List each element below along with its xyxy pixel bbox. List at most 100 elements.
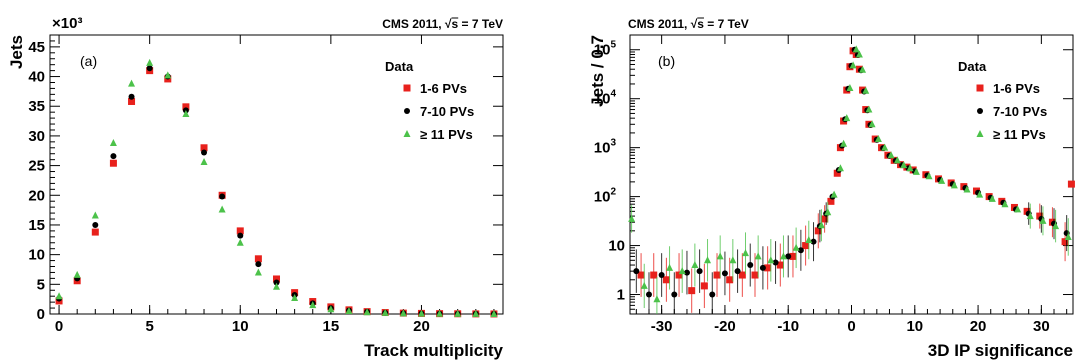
x-tick-label-b-6: 30 <box>1033 318 1050 335</box>
data-point-a-2-1 <box>73 270 81 278</box>
data-point-b-0-15 <box>814 227 822 235</box>
panel-label-a: (a) <box>80 53 97 69</box>
data-point-b-0-17 <box>827 197 835 205</box>
data-point-a-1-2 <box>92 221 99 228</box>
data-point-b-2-17 <box>830 190 838 198</box>
header-a: CMS 2011, √s = 7 TeV <box>382 17 503 31</box>
legend-label-b-1: 7-10 PVs <box>993 104 1047 119</box>
data-point-a-2-13 <box>291 293 299 301</box>
data-point-b-2-5 <box>691 261 699 269</box>
y-tick-label-a-4: 20 <box>28 187 45 204</box>
data-point-a-1-9 <box>219 193 226 200</box>
data-point-a-2-14 <box>309 301 317 309</box>
data-point-b-0-47 <box>1061 238 1069 246</box>
y-tick-label-a-5: 25 <box>28 158 45 175</box>
data-point-b-2-36 <box>925 172 933 180</box>
data-point-a-1-11 <box>255 261 262 268</box>
data-point-b-2-16 <box>824 208 832 216</box>
y-tick-label-b-4: 104 <box>594 89 617 108</box>
data-point-b-2-2 <box>653 295 661 303</box>
x-tick-label-b-2: -10 <box>777 318 799 335</box>
data-point-b-0-8 <box>726 276 734 284</box>
data-point-b-0-1 <box>637 271 645 279</box>
y-tick-label-b-0: 1 <box>617 287 625 304</box>
data-point-a-0-12 <box>273 275 280 283</box>
legend-label-b-0: 1-6 PVs <box>993 81 1040 96</box>
x-tick-label-b-1: -20 <box>714 318 736 335</box>
data-point-a-2-17 <box>363 308 371 316</box>
data-point-b-2-46 <box>1052 222 1060 230</box>
legend-marker-b-2 <box>976 130 984 137</box>
x-axis-title-b: 3D IP significance <box>928 341 1073 360</box>
data-point-a-0-7 <box>182 103 190 111</box>
data-point-b-1-2 <box>658 272 665 279</box>
data-point-b-2-9 <box>741 249 749 257</box>
x-tick-label-a-4: 20 <box>413 318 430 335</box>
x-tick-label-b-3: 0 <box>847 318 855 335</box>
legend-label-a-2: ≥ 11 PVs <box>420 127 473 142</box>
data-point-b-1-13 <box>797 247 804 254</box>
data-point-b-2-33 <box>900 161 908 169</box>
data-point-b-2-3 <box>666 263 674 271</box>
y-multiplier-a: ×10³ <box>52 15 82 32</box>
data-point-a-0-3 <box>109 159 117 167</box>
data-points-a <box>55 58 498 318</box>
y-tick-label-a-0: 0 <box>37 306 45 323</box>
data-point-b-2-20 <box>843 114 851 122</box>
y-tick-label-a-8: 40 <box>28 69 45 86</box>
data-point-b-0-2 <box>650 271 658 279</box>
data-point-b-1-10 <box>759 264 766 271</box>
data-point-b-0-7 <box>713 271 721 279</box>
data-point-b-0-45 <box>1036 212 1044 220</box>
data-point-b-2-11 <box>767 256 775 264</box>
data-point-b-0-4 <box>675 271 683 279</box>
data-point-b-2-37 <box>938 176 946 184</box>
data-point-a-2-22 <box>454 309 462 317</box>
data-point-b-2-14 <box>805 235 813 243</box>
data-point-b-2-32 <box>893 156 901 164</box>
data-point-a-2-3 <box>109 139 117 147</box>
data-point-a-2-23 <box>472 309 480 317</box>
data-point-b-2-47 <box>1064 232 1072 240</box>
data-point-b-2-40 <box>976 190 984 198</box>
y-tick-label-a-1: 5 <box>37 276 45 293</box>
data-point-a-1-5 <box>146 65 153 72</box>
data-point-b-0-48 <box>1067 180 1075 188</box>
data-point-b-1-7 <box>721 270 728 277</box>
data-point-b-0-18 <box>833 169 841 177</box>
y-tick-label-a-2: 10 <box>28 247 45 264</box>
plot-frame-b <box>629 34 1074 315</box>
legend-title-a: Data <box>385 59 414 74</box>
data-point-b-2-0 <box>628 214 636 222</box>
data-point-b-1-6 <box>709 291 716 298</box>
y-tick-label-b-3: 103 <box>594 138 617 157</box>
data-point-b-0-3 <box>662 276 670 284</box>
data-point-b-2-43 <box>1014 205 1022 213</box>
data-point-a-2-7 <box>182 109 190 117</box>
x-tick-label-a-3: 15 <box>323 318 340 335</box>
data-point-b-2-21 <box>846 84 854 92</box>
data-point-b-0-16 <box>821 215 829 223</box>
data-point-b-2-38 <box>950 181 958 189</box>
data-point-a-2-21 <box>436 309 444 317</box>
data-point-b-2-4 <box>678 267 686 275</box>
data-point-b-2-22 <box>849 61 857 69</box>
data-point-a-2-4 <box>128 79 136 87</box>
x-tick-label-a-0: 0 <box>55 318 63 335</box>
data-point-b-2-12 <box>779 252 787 260</box>
legend-marker-a-1 <box>404 108 410 114</box>
data-point-b-0-12 <box>776 261 784 269</box>
data-point-b-1-5 <box>696 268 703 275</box>
data-point-b-2-41 <box>988 194 996 202</box>
y-tick-label-b-2: 102 <box>594 187 617 206</box>
data-points-b <box>628 45 1075 314</box>
y-tick-exponent-b-5: 5 <box>610 40 616 51</box>
panel-a-track-multiplicity: CMS 2011, √s = 7 TeV (a) ×10³ Jets Track… <box>7 15 504 360</box>
panel-b-ip-significance: CMS 2011, √s = 7 TeV (b) Jets / 0.7 3D I… <box>588 17 1075 360</box>
x-axis-title-a: Track multiplicity <box>364 341 503 360</box>
y-axis-title-b: Jets / 0.7 <box>588 35 607 107</box>
x-tick-label-b-0: -30 <box>651 318 673 335</box>
data-point-b-2-8 <box>729 256 737 264</box>
legend-marker-b-0 <box>976 84 984 92</box>
